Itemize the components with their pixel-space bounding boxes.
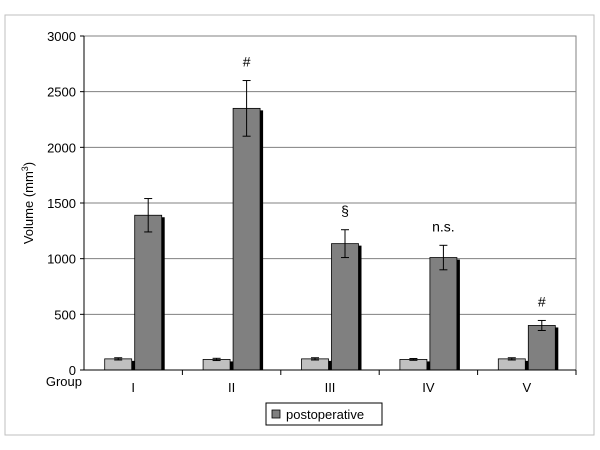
legend: postoperative — [265, 402, 383, 426]
bar-postoperative — [331, 243, 359, 371]
y-tick-label: 2000 — [47, 140, 76, 155]
y-axis-title-close: ) — [21, 162, 36, 166]
bar-postoperative — [527, 325, 556, 371]
gridlines — [83, 35, 577, 371]
y-tick-label: 500 — [54, 307, 76, 322]
labels: 0 500 1000 1500 2000 2500 3000 I # II § III n.s. IV # V… — [20, 29, 546, 395]
x-category-label: III — [325, 380, 336, 395]
x-axis-title: Group — [46, 374, 82, 389]
significance-annotation: n.s. — [432, 218, 455, 234]
y-axis-title-superscript: 3 — [20, 166, 30, 171]
bar-preoperative — [399, 359, 428, 371]
x-category-label: II — [228, 380, 235, 395]
y-axis-title-text: Volume (mm — [21, 171, 36, 244]
bar-preoperative — [104, 358, 133, 371]
y-tick-label: 1000 — [47, 252, 76, 267]
y-tick-label: 3000 — [47, 29, 76, 44]
x-category-label: I — [131, 380, 135, 395]
x-category-label: IV — [422, 380, 435, 395]
significance-annotation: # — [243, 54, 251, 70]
bar-postoperative — [429, 257, 458, 371]
bars — [104, 80, 559, 371]
y-tick-label: 2500 — [47, 85, 76, 100]
significance-annotation: § — [341, 203, 349, 219]
x-category-label: V — [522, 380, 531, 395]
legend-box — [265, 402, 383, 426]
y-tick-label: 1500 — [47, 196, 76, 211]
bar-preoperative — [301, 358, 329, 371]
bar-postoperative — [134, 214, 163, 371]
bar-postoperative — [232, 107, 261, 371]
axes — [80, 35, 577, 375]
legend-label-postoperative: postoperative — [286, 407, 364, 422]
y-axis-title: Volume (mm3) — [20, 162, 36, 244]
legend-swatch-postoperative — [271, 409, 281, 419]
y-tick-label: 0 — [69, 363, 76, 378]
bar-preoperative — [497, 358, 526, 371]
significance-annotation: # — [538, 293, 546, 309]
